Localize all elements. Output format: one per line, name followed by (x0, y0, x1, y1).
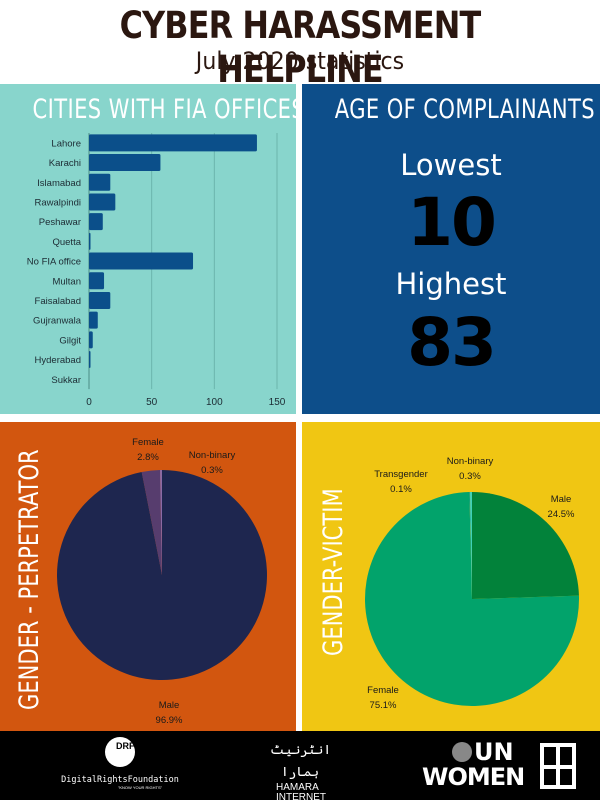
bar (89, 252, 194, 270)
pie-slice (141, 470, 162, 575)
slice-value-label: 0.3% (201, 465, 223, 476)
pie-slice (365, 492, 579, 706)
y-tick-label: No FIA office (27, 257, 81, 268)
y-tick-label: Rawalpindi (35, 197, 81, 208)
cities-chart-title: CITIES WITH FIA OFFICES (32, 94, 296, 125)
drf-logo-icon: DRF (105, 737, 135, 767)
y-tick-label: Quetta (52, 237, 81, 248)
un-text: UN (474, 738, 514, 766)
y-tick-label: Gilgit (59, 335, 81, 346)
x-tick-label: 150 (269, 397, 286, 408)
slice-label: Female (367, 685, 399, 696)
women-symbol-icon (540, 743, 576, 789)
highest-label: Highest (395, 267, 507, 301)
victim-pie-chart: Non-binary 0.3% Transgender 0.1% Male 24.5% Fe… (365, 456, 579, 711)
perpetrator-pie-chart: Female 2.8% Non-binary 0.3% Male 96.9% (57, 437, 268, 726)
bar (89, 193, 116, 211)
un-emblem-icon (452, 742, 472, 762)
header: CYBER HARASSMENT HELPLINE July 2020 stat… (0, 0, 600, 91)
y-tick-label: Faisalabad (35, 296, 81, 307)
pie-slice (469, 492, 472, 599)
bar (89, 173, 111, 191)
hamara-urdu: انٹرنیٹ ہمارا (270, 742, 331, 779)
bar (89, 331, 93, 349)
hamara-name2: INTERNET (276, 792, 326, 800)
victim-panel: GENDER-VICTIM Non-binary 0.3% Transgender 0… (302, 422, 600, 731)
hamara-internet-logo: انٹرنیٹ ہمارا HAMARA INTERNET (270, 739, 331, 800)
x-tick-label: 0 (86, 397, 92, 408)
slice-value-label: 2.8% (137, 452, 159, 463)
perpetrator-panel: GENDER - PERPETRATOR Female 2.8% Non-binar… (0, 422, 296, 731)
un-women-logo: UN WOMEN (422, 738, 582, 793)
footer: DRF DigitalRightsFoundation "KNOW YOUR R… (0, 731, 600, 800)
y-tick-label: Hyderabad (35, 355, 81, 366)
cities-panel: CITIES WITH FIA OFFICES 0 50 100 150 Lahore K… (0, 84, 296, 414)
y-tick-label: Multan (52, 276, 81, 287)
lowest-value: 10 (407, 184, 497, 261)
bar (89, 272, 105, 290)
drf-logo: DRF DigitalRightsFoundation "KNOW YOUR R… (60, 737, 180, 790)
hamara-name: HAMARA (276, 782, 319, 793)
y-tick-label: Lahore (51, 138, 81, 149)
women-text: WOMEN (422, 763, 525, 791)
age-panel: AGE OF COMPLAINANTS Lowest 10 Highest 83 (302, 84, 600, 414)
slice-label: Non-binary (447, 456, 494, 467)
drf-tagline: "KNOW YOUR RIGHTS" (117, 785, 163, 790)
y-tick-label: Gujranwala (33, 316, 82, 327)
page-title: CYBER HARASSMENT HELPLINE (119, 4, 482, 91)
pie-slice (57, 470, 268, 680)
slice-label: Male (551, 494, 572, 505)
slice-label: Non-binary (189, 450, 236, 461)
x-tick-label: 50 (146, 397, 158, 408)
y-tick-label: Peshawar (39, 217, 81, 228)
bar (89, 154, 161, 172)
bar (89, 351, 91, 369)
bar (89, 311, 98, 329)
age-title: AGE OF COMPLAINANTS (334, 94, 596, 125)
lowest-label: Lowest (400, 148, 502, 182)
cities-bar-chart: 0 50 100 150 Lahore Karachi Islamabad Rawalpind… (27, 133, 286, 408)
slice-value-label: 0.1% (390, 484, 412, 495)
y-tick-label: Karachi (49, 158, 81, 169)
bar (89, 232, 91, 250)
slice-value-label: 24.5% (548, 509, 575, 520)
slice-label: Female (132, 437, 164, 448)
x-tick-label: 100 (206, 397, 223, 408)
pie-slice (472, 492, 579, 599)
bar (89, 134, 257, 152)
bar (89, 213, 103, 231)
bar (89, 291, 111, 309)
highest-value: 83 (407, 304, 497, 381)
slice-label: Male (159, 700, 180, 711)
pie-slice (160, 470, 162, 575)
y-tick-label: Islamabad (37, 178, 81, 189)
page-subtitle: July 2020 statistics (195, 47, 405, 75)
slice-value-label: 96.9% (156, 715, 183, 726)
y-tick-label: Sukkar (51, 375, 81, 386)
slice-value-label: 0.3% (459, 471, 481, 482)
slice-value-label: 75.1% (370, 700, 397, 711)
drf-abbr: DRF (116, 741, 135, 751)
pie-slice (469, 492, 472, 599)
slice-label: Transgender (374, 469, 428, 480)
drf-name: DigitalRightsFoundation (61, 775, 179, 785)
